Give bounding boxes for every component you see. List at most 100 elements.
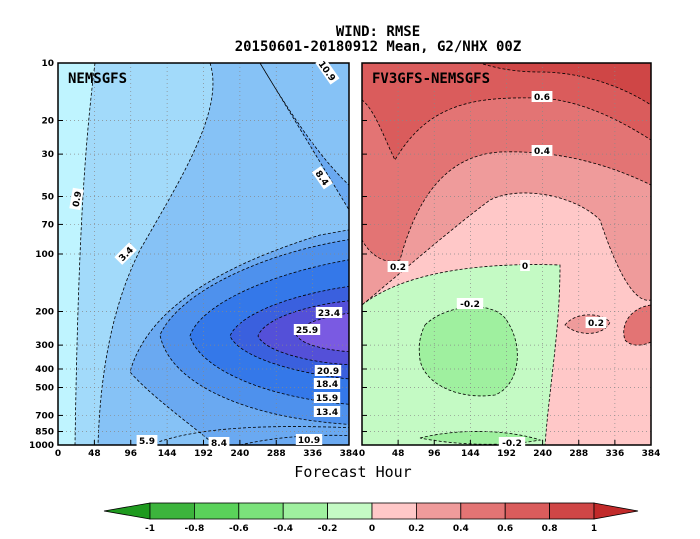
svg-text:0.9: 0.9 [72,190,85,207]
left-contour-label: 13.4 [313,406,341,418]
colorbar-label: -0.8 [185,524,205,534]
left-contour-label: 0.9 [69,187,85,211]
svg-text:0.2: 0.2 [588,319,604,329]
ytick-label: 1000 [29,441,54,451]
right-contour-label: -0.2 [498,437,526,449]
right-contour-label: 0.6 [531,91,553,103]
colorbar-label: -1 [145,524,155,534]
colorbar-swatch [238,502,284,520]
svg-text:18.4: 18.4 [316,380,338,390]
svg-text:0: 0 [522,262,528,272]
svg-text:5.9: 5.9 [139,437,155,447]
right-xtick-label: 0 [359,449,365,459]
svg-text:20.9: 20.9 [317,367,339,377]
left-contour-label: 25.9 [293,324,321,336]
ytick-label: 700 [35,411,54,421]
ytick-label: 400 [35,365,54,375]
ytick-label: 300 [35,341,54,351]
left-xtick-label: 0 [55,449,61,459]
svg-text:10.9: 10.9 [298,436,320,446]
left-panel-label: NEMSGFS [68,71,127,87]
left-panel: 0 48 96 144 192 240 288 336 384 10 20 30 50 70 100 200 3… [29,56,358,459]
colorbar-swatch [415,502,462,520]
colorbar-swatch [327,502,373,520]
right-xtick-label: 288 [569,449,588,459]
colorbar-extend-high [593,502,639,520]
right-panel-label: FV3GFS-NEMSGFS [372,71,490,87]
left-contour-label: 18.4 [313,378,341,390]
colorbar: -1 -0.8 -0.6 -0.4 -0.2 0 0.2 0.4 0.6 0.8 1 [103,502,639,534]
ytick-label: 200 [35,307,54,317]
colorbar-label: 1 [591,524,597,534]
colorbar-swatch [282,502,329,520]
right-xtick-label: 48 [392,449,405,459]
svg-text:-0.2: -0.2 [502,439,522,449]
right-contour-label: 0.4 [531,145,553,157]
left-gridlines [58,63,349,445]
colorbar-label: 0 [369,524,375,534]
left-ticks: 0 48 96 144 192 240 288 336 384 10 20 30 50 70 100 200 3… [29,59,358,459]
chart-subtitle: 20150601-20180912 Mean, G2/NHX 00Z [235,39,522,55]
svg-text:0.2: 0.2 [390,263,406,273]
svg-text:-0.2: -0.2 [460,300,480,310]
right-field-negative-core [418,306,518,397]
svg-text:25.9: 25.9 [296,326,318,336]
right-xtick-label: 240 [533,449,552,459]
ytick-label: 50 [41,193,54,203]
ytick-label: 10 [41,59,54,69]
left-xtick-label: 384 [340,449,359,459]
ytick-label: 30 [41,150,54,160]
right-gridlines [362,63,651,445]
svg-text:0.6: 0.6 [534,93,550,103]
left-xtick-label: 336 [303,449,322,459]
right-ticks: 0 48 96 144 192 240 288 336 384 [359,62,661,459]
left-contour-label: 20.9 [314,365,342,377]
colorbar-label: 0.8 [542,524,558,534]
ytick-label: 500 [35,384,54,394]
left-xtick-label: 240 [230,449,249,459]
right-xtick-label: 336 [605,449,624,459]
colorbar-extend-low [103,502,151,520]
colorbar-swatch [549,502,595,520]
left-contour-bottom-a [149,426,349,445]
right-contour-label: 0.2 [585,317,607,329]
colorbar-swatch [460,502,506,520]
right-xtick-label: 144 [461,449,480,459]
colorbar-label: -0.6 [229,524,249,534]
right-contour-label: 0 [520,260,530,272]
left-xtick-label: 192 [194,449,213,459]
x-axis-label: Forecast Hour [294,463,411,481]
right-contour-label: 0.2 [387,261,409,273]
svg-text:23.4: 23.4 [318,309,340,319]
colorbar-label: -0.4 [273,524,293,534]
colorbar-label: -0.2 [318,524,338,534]
ytick-label: 850 [35,428,54,438]
ytick-label: 100 [35,250,54,260]
left-contour-label: 15.9 [313,392,341,404]
colorbar-label: 0.2 [408,524,424,534]
svg-text:8.4: 8.4 [211,439,227,449]
left-xtick-label: 144 [158,449,177,459]
right-xtick-label: 384 [642,449,661,459]
left-contour-label: 5.9 [136,435,158,447]
chart-title: WIND: RMSE [336,24,420,40]
colorbar-label: 0.4 [453,524,469,534]
left-contour-labels: 10.90.98.43.423.425.920.918.415.913.410.… [69,56,343,449]
left-xtick-label: 288 [267,449,286,459]
colorbar-swatch [193,502,240,520]
svg-text:13.4: 13.4 [316,408,338,418]
colorbar-swatch [149,502,195,520]
left-contour-label: 23.4 [315,307,343,319]
right-field-level-0p8 [479,63,651,106]
left-contour-label: 8.4 [208,437,230,449]
colorbar-label: 0.6 [497,524,513,534]
right-panel: 0 48 96 144 192 240 288 336 384 FV3GFS-NEMSGFS 0… [359,62,661,459]
right-contour-labels: 0.6 0.4 0.2 0 -0.2 0.2 -0.2 [387,91,607,449]
left-xtick-label: 96 [124,449,137,459]
right-xtick-label: 192 [497,449,516,459]
ytick-label: 20 [41,116,54,126]
svg-text:0.4: 0.4 [534,147,550,157]
ytick-label: 70 [41,220,54,230]
right-xtick-label: 96 [428,449,441,459]
